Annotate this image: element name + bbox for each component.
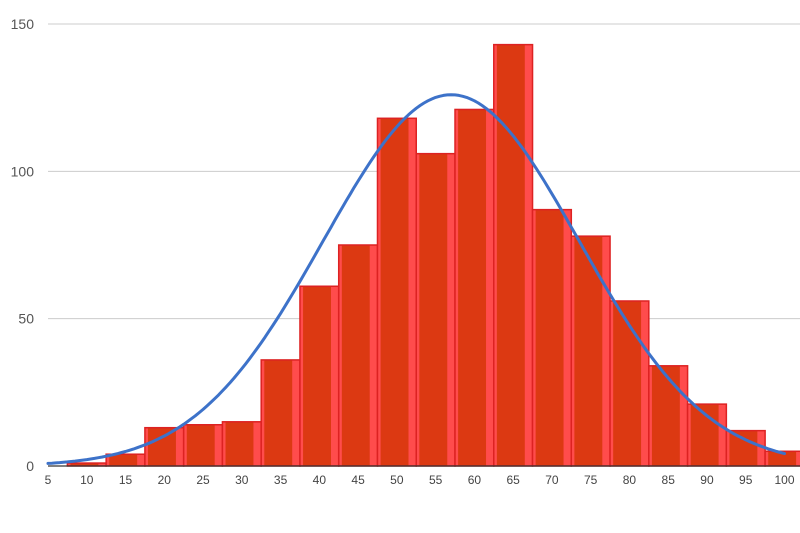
x-tick-label: 15 bbox=[119, 473, 133, 487]
x-tick-label: 85 bbox=[662, 473, 676, 487]
histogram-bar bbox=[725, 429, 766, 467]
x-tick-label: 20 bbox=[158, 473, 172, 487]
bar-stripe bbox=[380, 118, 409, 466]
bar-stripe bbox=[574, 236, 603, 466]
bar-stripe bbox=[419, 153, 448, 467]
histogram-bar bbox=[648, 365, 689, 467]
x-tick-label: 60 bbox=[468, 473, 482, 487]
bar-stripe bbox=[768, 451, 797, 466]
bar-stripe bbox=[535, 209, 564, 466]
histogram-bar bbox=[182, 423, 224, 467]
histogram-bar bbox=[260, 359, 301, 467]
histogram-bar bbox=[570, 235, 611, 467]
x-tick-label: 40 bbox=[313, 473, 327, 487]
histogram-bar bbox=[337, 244, 379, 467]
x-tick-label: 50 bbox=[390, 473, 404, 487]
x-tick-labels: 5 10 15 20 25 30 35 40 45 50 55 60 65 70 75 80 85 90 95 100 bbox=[45, 473, 795, 487]
histogram-bar bbox=[376, 117, 417, 467]
y-tick-label: 150 bbox=[11, 16, 35, 32]
x-tick-label: 95 bbox=[739, 473, 753, 487]
y-tick-label: 50 bbox=[18, 311, 34, 327]
histogram-bar bbox=[454, 108, 495, 467]
x-tick-label: 10 bbox=[80, 473, 94, 487]
bar-stripe bbox=[186, 424, 215, 466]
x-tick-label: 80 bbox=[623, 473, 637, 487]
x-tick-label: 25 bbox=[196, 473, 210, 487]
bar-stripe bbox=[148, 427, 176, 466]
y-tick-label: 0 bbox=[26, 458, 34, 474]
histogram-bar bbox=[221, 421, 262, 467]
histogram-bar bbox=[144, 426, 185, 467]
y-tick-label: 100 bbox=[11, 163, 35, 179]
bar-stripe bbox=[458, 109, 487, 466]
x-tick-label: 65 bbox=[506, 473, 520, 487]
x-tick-label: 55 bbox=[429, 473, 443, 487]
normal-fit-curve bbox=[46, 93, 786, 465]
x-tick-label: 90 bbox=[700, 473, 714, 487]
normal-fit-curve-layer bbox=[46, 93, 786, 465]
x-tick-label: 30 bbox=[235, 473, 249, 487]
histogram-bars bbox=[66, 43, 800, 467]
bar-stripe bbox=[729, 430, 758, 466]
bar-stripe bbox=[303, 286, 331, 466]
histogram-bar bbox=[609, 300, 650, 467]
bar-stripe bbox=[225, 421, 254, 466]
histogram-bar bbox=[493, 43, 534, 467]
bar-stripe bbox=[496, 44, 525, 466]
histogram-bar bbox=[686, 403, 728, 467]
x-tick-label: 75 bbox=[584, 473, 598, 487]
histogram-bar bbox=[415, 152, 456, 467]
bar-stripe bbox=[613, 300, 642, 466]
histogram-bar bbox=[531, 208, 573, 467]
x-tick-label: 70 bbox=[545, 473, 559, 487]
bar-stripe bbox=[70, 463, 99, 466]
x-tick-label: 35 bbox=[274, 473, 288, 487]
bar-stripe bbox=[109, 454, 138, 466]
x-tick-label: 5 bbox=[45, 473, 52, 487]
bar-stripe bbox=[341, 245, 370, 466]
histogram-bar bbox=[299, 285, 340, 467]
x-tick-label: 45 bbox=[351, 473, 365, 487]
bar-stripe bbox=[264, 359, 293, 466]
bar-stripe bbox=[651, 365, 680, 466]
x-tick-label: 100 bbox=[774, 473, 794, 487]
y-tick-labels: 0 50 100 150 bbox=[11, 16, 35, 474]
